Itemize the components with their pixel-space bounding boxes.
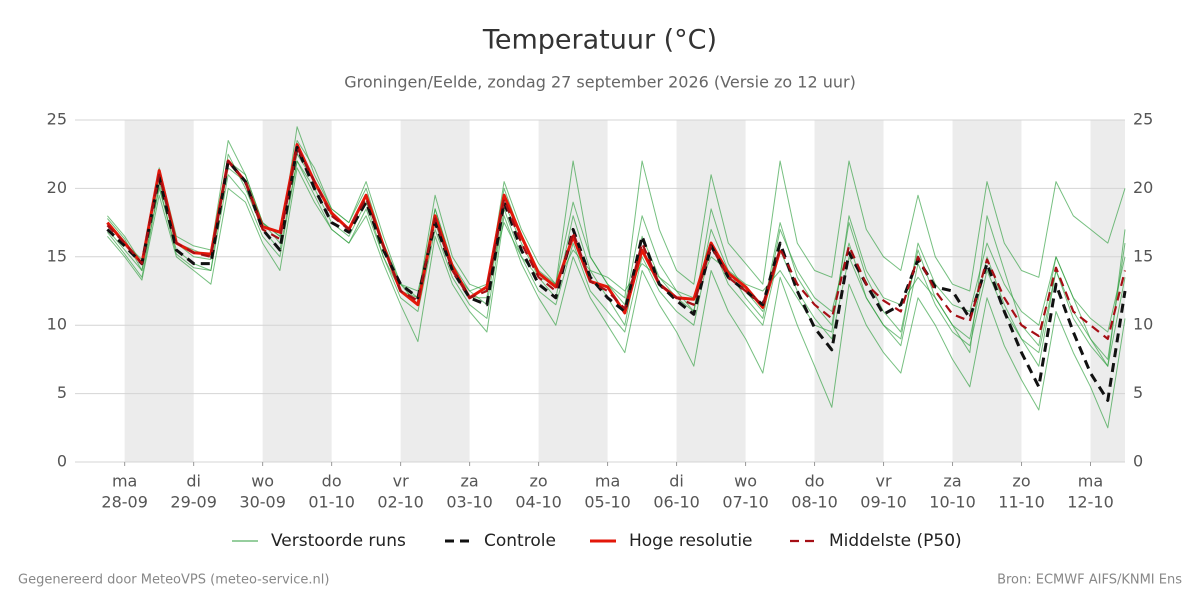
x-tick-day: ma xyxy=(595,472,620,491)
chart-title: Temperatuur (°C) xyxy=(482,25,717,56)
x-tick-day: wo xyxy=(734,472,757,491)
x-tick-label: 08-10 xyxy=(791,493,838,512)
chart-subtitle: Groningen/Eelde, zondag 27 september 202… xyxy=(344,73,856,92)
legend-label: Verstoorde runs xyxy=(271,531,406,551)
series-lines xyxy=(106,126,1127,429)
x-tick-day: zo xyxy=(530,472,548,491)
x-tick-label: 10-10 xyxy=(929,493,976,512)
y-tick-label: 20 xyxy=(47,178,67,197)
y2-tick-label: 10 xyxy=(1133,315,1153,334)
series-line xyxy=(106,145,1127,402)
x-tick-day: wo xyxy=(251,472,274,491)
footer-credit: Gegenereerd door MeteoVPS (meteo-service… xyxy=(18,573,329,588)
x-tick-day: di xyxy=(186,472,201,491)
day-shade xyxy=(952,120,1022,462)
footer-source: Bron: ECMWF AIFS/KNMI Ens xyxy=(997,573,1182,588)
x-tick-label: 04-10 xyxy=(515,493,562,512)
legend-label: Hoge resolutie xyxy=(629,531,753,551)
day-shade xyxy=(262,120,332,462)
x-tick-day: zo xyxy=(1012,472,1030,491)
day-shade xyxy=(1090,120,1125,462)
x-tick-label: 29-09 xyxy=(170,493,217,512)
ensemble-run xyxy=(107,126,1126,299)
ensemble-run xyxy=(107,167,1126,429)
x-tick-day: do xyxy=(322,472,342,491)
x-tick-label: 02-10 xyxy=(377,493,424,512)
legend-label: Middelste (P50) xyxy=(829,531,962,551)
y-tick-label: 15 xyxy=(47,246,67,265)
x-tick-label: 05-10 xyxy=(584,493,631,512)
y2-tick-label: 20 xyxy=(1133,178,1153,197)
x-tick-day: ma xyxy=(1078,472,1103,491)
x-tick-day: vr xyxy=(876,472,892,491)
x-tick-day: za xyxy=(461,472,479,491)
x-tick-label: 12-10 xyxy=(1067,493,1114,512)
x-tick-day: za xyxy=(943,472,961,491)
x-tick-label: 30-09 xyxy=(239,493,286,512)
x-tick-day: ma xyxy=(112,472,137,491)
legend-label: Controle xyxy=(484,531,556,551)
y-tick-label: 10 xyxy=(47,315,67,334)
x-tick-label: 06-10 xyxy=(653,493,700,512)
y-tick-label: 25 xyxy=(47,110,67,129)
ensemble-run xyxy=(107,140,1126,367)
y2-tick-label: 5 xyxy=(1133,383,1143,402)
x-tick-day: di xyxy=(669,472,684,491)
x-tick-label: 07-10 xyxy=(722,493,769,512)
x-tick-label: 11-10 xyxy=(998,493,1045,512)
x-tick-label: 03-10 xyxy=(446,493,493,512)
x-tick-label: 01-10 xyxy=(308,493,355,512)
x-tick-day: vr xyxy=(393,472,409,491)
day-shade xyxy=(400,120,470,462)
day-shade xyxy=(676,120,746,462)
ensemble-run xyxy=(107,160,1126,367)
y-tick-label: 5 xyxy=(57,383,67,402)
y-tick-label: 0 xyxy=(57,452,67,471)
x-tick-label: 09-10 xyxy=(860,493,907,512)
series-line xyxy=(106,146,1127,340)
x-tick-label: 28-09 xyxy=(101,493,148,512)
day-shade xyxy=(538,120,608,462)
y2-tick-label: 0 xyxy=(1133,452,1143,471)
y2-tick-label: 15 xyxy=(1133,246,1153,265)
y2-tick-label: 25 xyxy=(1133,110,1153,129)
x-tick-day: do xyxy=(805,472,825,491)
